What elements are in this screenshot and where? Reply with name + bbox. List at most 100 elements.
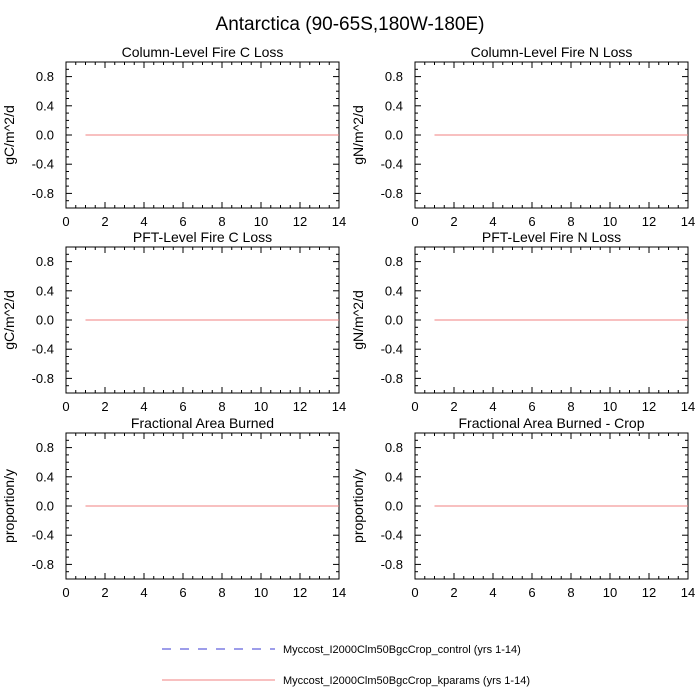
y-axis-label: proportion/y — [1, 469, 17, 543]
y-tick-label: -0.4 — [32, 157, 54, 172]
y-tick-label: 0.8 — [36, 69, 54, 84]
x-tick-label: 0 — [62, 585, 69, 600]
x-tick-label: 8 — [218, 585, 225, 600]
x-tick-label: 4 — [489, 214, 496, 229]
chart-panel: Fractional Area Burned - Crop proportion/… — [350, 415, 695, 600]
x-tick-label: 2 — [450, 214, 457, 229]
x-tick-label: 0 — [411, 585, 418, 600]
chart-panel: Column-Level Fire C Loss gC/m^2/d 0 2 4 6 8 10 1… — [1, 44, 346, 229]
x-tick-label: 6 — [179, 585, 186, 600]
x-tick-label: 6 — [179, 399, 186, 414]
legend-label: Myccost_I2000Clm50BgcCrop_control (yrs 1… — [283, 644, 521, 656]
x-tick-label: 14 — [332, 399, 346, 414]
x-tick-label: 2 — [450, 585, 457, 600]
x-tick-label: 0 — [411, 399, 418, 414]
x-tick-label: 4 — [140, 214, 147, 229]
y-tick-label: -0.8 — [381, 557, 403, 572]
y-axis-label: proportion/y — [350, 469, 366, 543]
y-tick-label: -0.4 — [381, 528, 403, 543]
x-tick-label: 8 — [567, 585, 574, 600]
y-tick-label: 0.0 — [385, 499, 403, 514]
y-tick-label: 0.0 — [385, 313, 403, 328]
x-tick-label: 4 — [140, 399, 147, 414]
x-tick-label: 14 — [681, 399, 695, 414]
panel-grid: Column-Level Fire C Loss gC/m^2/d 0 2 4 6 8 10 1… — [1, 44, 695, 600]
x-tick-label: 2 — [101, 399, 108, 414]
figure-title: Antarctica (90-65S,180W-180E) — [216, 14, 485, 35]
x-tick-label: 14 — [681, 214, 695, 229]
x-tick-label: 12 — [293, 399, 307, 414]
panel-title: PFT-Level Fire N Loss — [482, 229, 621, 245]
x-tick-label: 6 — [528, 214, 535, 229]
y-axis-label: gN/m^2/d — [350, 105, 366, 164]
x-tick-label: 10 — [254, 399, 268, 414]
x-tick-label: 2 — [101, 214, 108, 229]
y-tick-label: 0.4 — [36, 98, 54, 113]
panel-title: Fractional Area Burned - Crop — [459, 415, 645, 431]
chart-panel: PFT-Level Fire N Loss gN/m^2/d 0 2 4 6 8 10 12 14… — [350, 229, 695, 414]
x-tick-label: 14 — [332, 214, 346, 229]
y-tick-label: 0.8 — [385, 69, 403, 84]
y-tick-label: 0.0 — [385, 128, 403, 143]
x-tick-label: 6 — [528, 399, 535, 414]
x-tick-label: 12 — [642, 585, 656, 600]
legend: Myccost_I2000Clm50BgcCrop_control (yrs 1… — [162, 644, 530, 687]
chart-panel: PFT-Level Fire C Loss gC/m^2/d 0 2 4 6 8 10 12 14… — [1, 229, 346, 414]
x-tick-label: 6 — [179, 214, 186, 229]
x-tick-label: 2 — [101, 585, 108, 600]
x-tick-label: 10 — [603, 585, 617, 600]
x-tick-label: 0 — [411, 214, 418, 229]
y-tick-label: 0.4 — [385, 469, 403, 484]
x-tick-label: 10 — [603, 399, 617, 414]
x-tick-label: 4 — [140, 585, 147, 600]
y-tick-label: 0.4 — [385, 283, 403, 298]
y-tick-label: 0.8 — [36, 254, 54, 269]
x-tick-label: 8 — [218, 214, 225, 229]
y-tick-label: 0.4 — [385, 98, 403, 113]
x-tick-label: 12 — [293, 585, 307, 600]
y-tick-label: -0.4 — [381, 157, 403, 172]
y-tick-label: -0.8 — [32, 186, 54, 201]
y-tick-label: 0.4 — [36, 469, 54, 484]
y-tick-label: 0.0 — [36, 313, 54, 328]
chart-panel: Fractional Area Burned proportion/y 0 2 4 6 8 1… — [1, 415, 346, 600]
panel-title: Column-Level Fire C Loss — [122, 44, 284, 60]
x-tick-label: 8 — [567, 399, 574, 414]
x-tick-label: 8 — [218, 399, 225, 414]
legend-label: Myccost_I2000Clm50BgcCrop_kparams (yrs 1… — [283, 675, 530, 687]
x-tick-label: 4 — [489, 585, 496, 600]
panel-title: Fractional Area Burned — [131, 415, 274, 431]
y-tick-label: 0.4 — [36, 283, 54, 298]
y-tick-label: -0.8 — [32, 371, 54, 386]
x-tick-label: 8 — [567, 214, 574, 229]
y-tick-label: -0.8 — [381, 186, 403, 201]
y-tick-label: -0.4 — [32, 342, 54, 357]
x-tick-label: 4 — [489, 399, 496, 414]
y-tick-label: -0.4 — [381, 342, 403, 357]
y-tick-label: 0.0 — [36, 499, 54, 514]
y-tick-label: -0.8 — [381, 371, 403, 386]
x-tick-label: 6 — [528, 585, 535, 600]
x-tick-label: 12 — [642, 214, 656, 229]
chart-panel: Column-Level Fire N Loss gN/m^2/d 0 2 4 6 8 10 1… — [350, 44, 695, 229]
x-tick-label: 10 — [254, 214, 268, 229]
x-tick-label: 0 — [62, 214, 69, 229]
y-tick-label: 0.8 — [385, 254, 403, 269]
y-tick-label: 0.8 — [385, 440, 403, 455]
panel-title: PFT-Level Fire C Loss — [133, 229, 272, 245]
x-tick-label: 12 — [293, 214, 307, 229]
y-axis-label: gC/m^2/d — [1, 105, 17, 164]
y-tick-label: -0.8 — [32, 557, 54, 572]
x-tick-label: 2 — [450, 399, 457, 414]
x-tick-label: 10 — [254, 585, 268, 600]
y-tick-label: 0.0 — [36, 128, 54, 143]
y-tick-label: -0.4 — [32, 528, 54, 543]
x-tick-label: 14 — [681, 585, 695, 600]
x-tick-label: 14 — [332, 585, 346, 600]
x-tick-label: 12 — [642, 399, 656, 414]
panel-title: Column-Level Fire N Loss — [471, 44, 633, 60]
y-tick-label: 0.8 — [36, 440, 54, 455]
x-tick-label: 0 — [62, 399, 69, 414]
y-axis-label: gC/m^2/d — [1, 290, 17, 349]
